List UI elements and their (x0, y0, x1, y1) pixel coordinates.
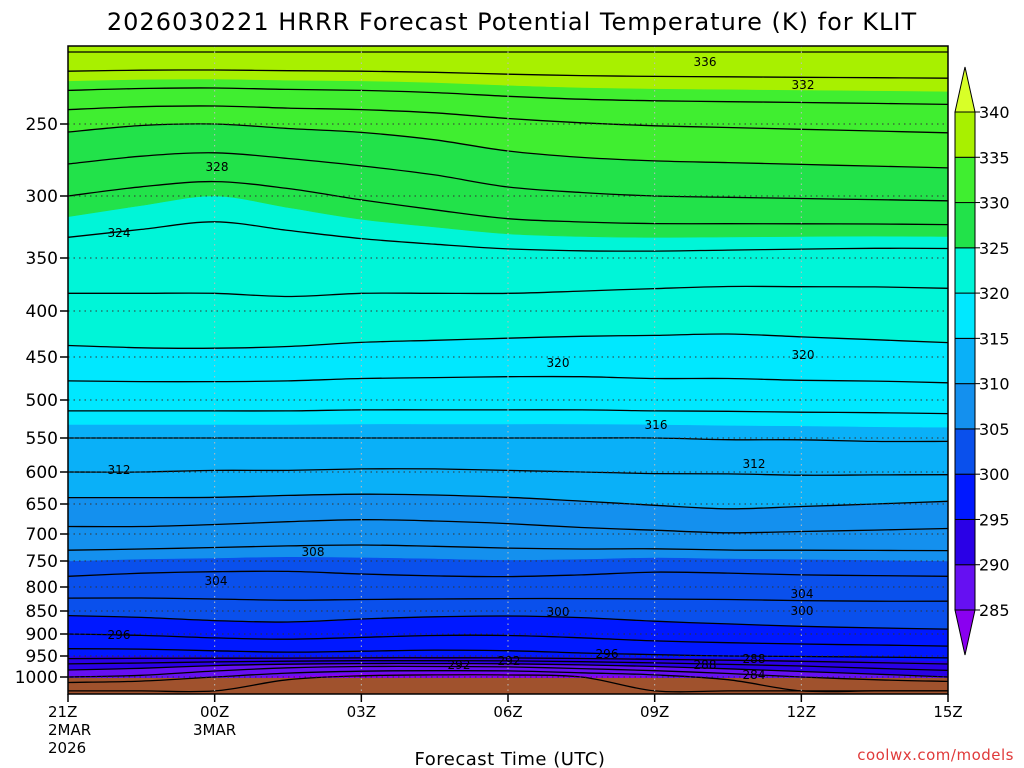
contour-label: 312 (743, 457, 766, 471)
y-tick-label: 300 (26, 187, 58, 207)
colorbar-label: 290 (979, 556, 1010, 575)
y-tick-label: 700 (26, 525, 58, 545)
y-tick-label: 800 (26, 578, 58, 598)
contour-label: 296 (108, 628, 131, 642)
colorbar-label: 325 (979, 239, 1010, 258)
y-tick-label: 500 (26, 391, 58, 411)
colorbar-swatch (954, 518, 976, 566)
y-tick-label: 750 (26, 552, 58, 572)
contour-328 (67, 152, 949, 202)
colorbar-swatch (954, 564, 976, 611)
contour-label: 320 (792, 348, 815, 362)
contour-label: 292 (498, 654, 521, 668)
colorbar-label: 330 (979, 194, 1010, 213)
colorbar-swatch (954, 111, 976, 158)
contour-label: 308 (302, 545, 325, 559)
y-tick-label: 600 (26, 463, 58, 483)
contour-label: 316 (645, 418, 668, 432)
x-tick-label: 00Z (200, 703, 229, 721)
contour-label: 288 (743, 652, 766, 666)
y-axis-ticks: 250 300 350 400 450 500 550 600 650 700 750 800 850 9… (15, 115, 68, 688)
contour-292 (67, 660, 949, 672)
y-tick-label: 400 (26, 302, 58, 322)
contour-label: 300 (791, 604, 814, 618)
colorbar-label: 300 (979, 465, 1010, 484)
contour-label: 312 (108, 463, 131, 477)
x-tick-label: 3MAR (193, 721, 236, 739)
y-tick-label: 850 (26, 602, 58, 622)
contour-label: 332 (792, 78, 815, 92)
colorbar-label: 285 (979, 601, 1010, 620)
colorbar-top-arrow (954, 66, 976, 113)
x-tick-label: 21Z (48, 703, 77, 721)
filled-bands (67, 45, 949, 695)
ground-strip (68, 678, 948, 694)
y-tick-label: 550 (26, 429, 58, 449)
y-tick-label: 1000 (15, 668, 58, 688)
contour-label: 288 (694, 658, 717, 672)
colorbar-bottom-arrow (954, 609, 976, 656)
chart-title: 2026030221 HRRR Forecast Potential Tempe… (107, 8, 917, 36)
contour-label: 296 (596, 647, 619, 661)
y-tick-label: 350 (26, 249, 58, 269)
contour-label: 304 (791, 587, 814, 601)
colorbar-swatch (954, 473, 976, 520)
contour-label: 336 (694, 55, 717, 69)
contour-290 (67, 662, 949, 678)
contour-302 (67, 597, 949, 602)
x-tick-label: 06Z (493, 703, 522, 721)
contour-288 (67, 665, 949, 683)
contour-300 (67, 614, 949, 630)
x-tick-label: 12Z (787, 703, 816, 721)
y-tick-label: 250 (26, 115, 58, 135)
colorbar-label: 335 (979, 148, 1010, 167)
credit-text: coolwx.com/models (857, 746, 1014, 764)
colorbar-swatch (954, 383, 976, 430)
colorbar-label: 310 (979, 375, 1010, 394)
colorbar: 285 290 295 300 305 310 315 320 325 330 335 340 (954, 66, 1010, 656)
contour-labels: 336 332 328 324 320 320 316 312 312 308 304 304 300 3… (108, 55, 815, 682)
x-tick-label: 03Z (347, 703, 376, 721)
contour-326 (67, 180, 949, 226)
y-tick-label: 650 (26, 495, 58, 515)
gridlines (67, 46, 948, 694)
y-tick-label: 450 (26, 348, 58, 368)
contour-322 (68, 285, 949, 298)
x-tick-label: 2MAR (48, 721, 91, 739)
x-tick-label: 15Z (933, 703, 962, 721)
colorbar-label: 295 (979, 510, 1010, 529)
contour-324 (67, 221, 949, 252)
contour-label: 320 (547, 356, 570, 370)
contour-label: 324 (108, 226, 131, 240)
colorbar-swatch (954, 292, 976, 339)
y-tick-label: 950 (26, 647, 58, 667)
colorbar-label: 315 (979, 329, 1010, 348)
colorbar-swatch (954, 428, 976, 475)
colorbar-swatch (954, 247, 976, 294)
x-axis-label: Forecast Time (UTC) (415, 749, 606, 768)
contour-label: 328 (206, 160, 229, 174)
contour-label: 304 (205, 574, 228, 588)
contour-label: 292 (448, 658, 471, 672)
colorbar-label: 305 (979, 420, 1010, 439)
contour-label: 300 (547, 605, 570, 619)
contour-label: 284 (743, 668, 766, 682)
colorbar-swatch (954, 202, 976, 249)
colorbar-swatch (954, 156, 976, 204)
x-tick-label: 2026 (48, 739, 86, 757)
y-tick-label: 900 (26, 625, 58, 645)
x-tick-label: 09Z (640, 703, 669, 721)
colorbar-label: 320 (979, 284, 1010, 303)
colorbar-swatch (954, 337, 976, 385)
colorbar-label: 340 (979, 103, 1010, 122)
